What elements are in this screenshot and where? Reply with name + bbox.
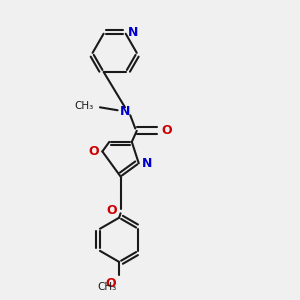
Text: CH₃: CH₃ <box>75 101 94 111</box>
Text: O: O <box>106 204 117 217</box>
Text: N: N <box>142 157 153 170</box>
Text: N: N <box>120 105 130 118</box>
Text: O: O <box>88 145 99 158</box>
Text: CH₃: CH₃ <box>97 283 116 292</box>
Text: N: N <box>128 26 138 39</box>
Text: O: O <box>106 277 116 290</box>
Text: O: O <box>162 124 172 137</box>
